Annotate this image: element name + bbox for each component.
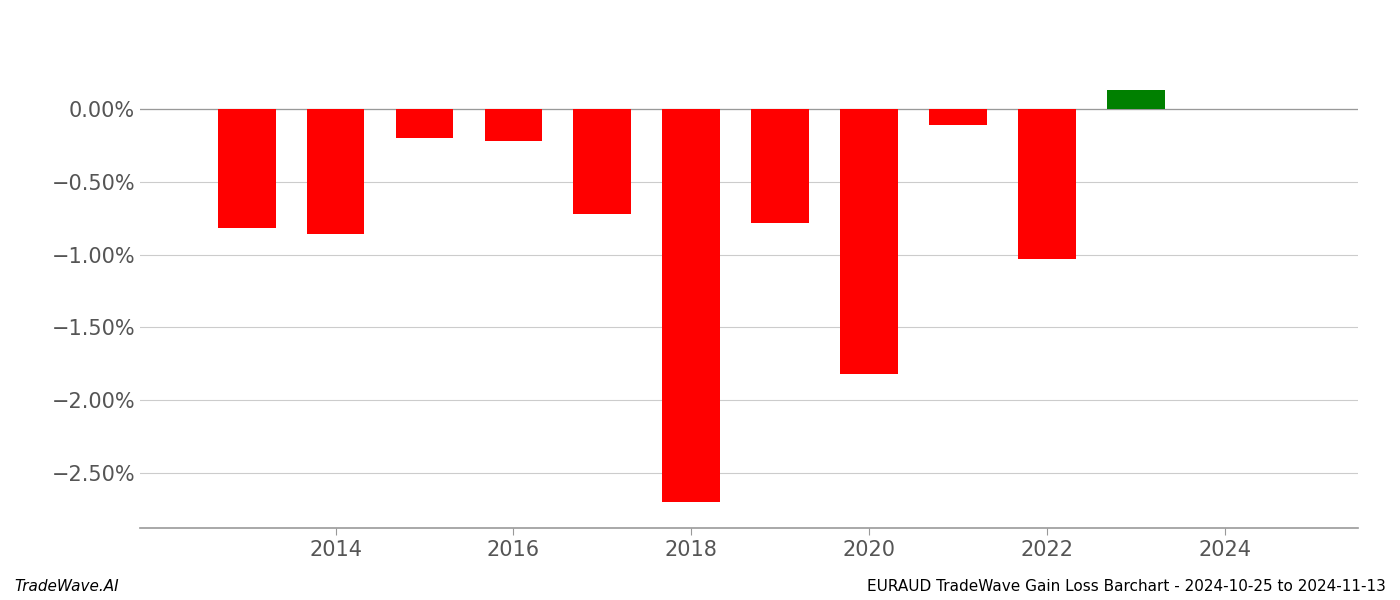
Bar <box>840 109 897 374</box>
Bar <box>1107 90 1165 109</box>
Bar <box>752 109 809 223</box>
Bar <box>662 109 720 502</box>
Text: TradeWave.AI: TradeWave.AI <box>14 579 119 594</box>
Bar <box>930 109 987 125</box>
Bar <box>307 109 364 234</box>
Bar <box>396 109 454 138</box>
Text: EURAUD TradeWave Gain Loss Barchart - 2024-10-25 to 2024-11-13: EURAUD TradeWave Gain Loss Barchart - 20… <box>867 579 1386 594</box>
Bar <box>218 109 276 229</box>
Bar <box>574 109 631 214</box>
Bar <box>1018 109 1075 259</box>
Bar <box>484 109 542 141</box>
